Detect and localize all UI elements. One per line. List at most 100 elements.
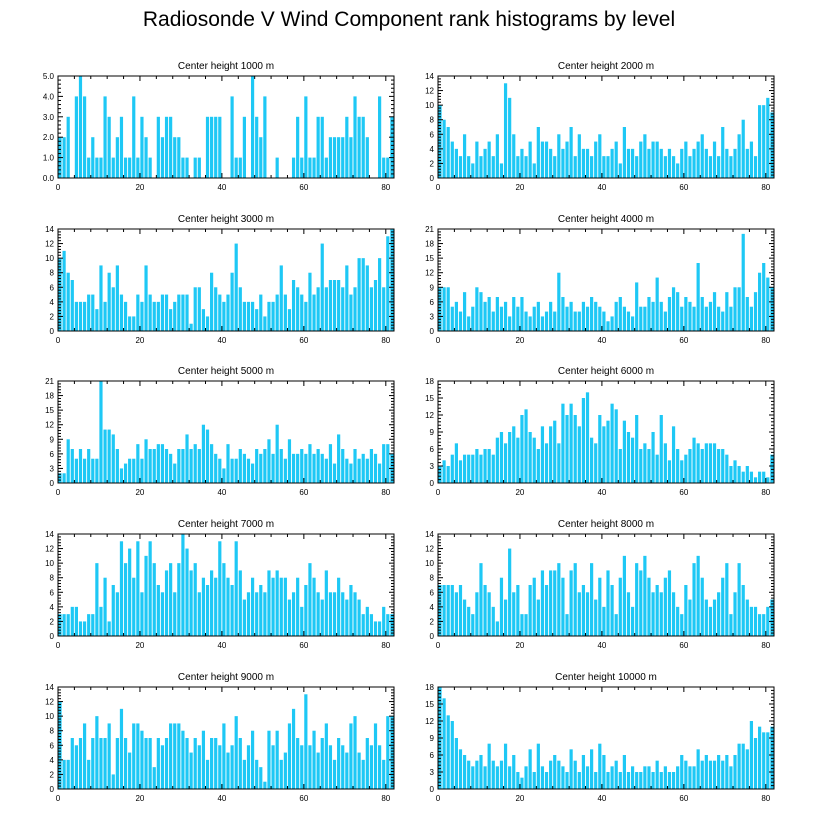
bar	[606, 772, 610, 789]
bar	[770, 599, 774, 636]
bar	[729, 614, 733, 636]
bar	[663, 156, 667, 178]
x-tick-label: 0	[436, 641, 441, 650]
bar	[749, 141, 754, 178]
bar	[651, 592, 655, 636]
bar	[349, 294, 353, 331]
bar	[569, 127, 573, 178]
bar	[320, 738, 324, 789]
bar	[721, 449, 725, 483]
bar	[66, 116, 70, 178]
x-tick-label: 40	[217, 183, 226, 192]
bar	[696, 555, 700, 636]
bar	[590, 156, 594, 178]
bar	[647, 577, 651, 636]
bar	[639, 449, 643, 483]
bar	[341, 745, 345, 789]
bar	[749, 306, 754, 331]
bar	[185, 294, 189, 331]
histogram-panel: Center height 3000 m 0 2 4 6 8 10 12 14 0 20 40 60 80	[45, 214, 395, 345]
bar	[242, 116, 246, 178]
bar	[234, 243, 238, 331]
bar	[132, 316, 136, 331]
y-tick-label: 2	[50, 617, 55, 626]
bar	[565, 415, 569, 483]
bar	[87, 157, 91, 178]
bar	[214, 287, 218, 331]
bar	[569, 570, 573, 636]
bar	[725, 454, 729, 483]
bar	[62, 250, 66, 331]
bar	[74, 458, 78, 483]
bar	[700, 134, 704, 178]
bar	[361, 759, 365, 789]
bar	[242, 453, 246, 483]
bar	[66, 439, 70, 483]
bar	[438, 287, 442, 331]
bar	[226, 294, 230, 331]
y-tick-label: 2	[50, 312, 55, 321]
bar	[189, 752, 193, 789]
bar	[549, 760, 553, 789]
x-tick-label: 40	[217, 336, 226, 345]
y-tick-label: 0	[430, 479, 435, 488]
bar	[630, 437, 635, 483]
bar	[512, 297, 516, 331]
bar	[618, 163, 622, 178]
bar	[450, 585, 454, 636]
bar	[639, 570, 643, 636]
bar	[205, 316, 210, 331]
bar	[357, 258, 361, 331]
bar	[770, 454, 774, 483]
bar	[115, 592, 119, 636]
histogram-panel: Center height 7000 m 0 2 4 6 8 10 12 14 0 20 40 60 80	[45, 519, 395, 650]
bar	[164, 738, 169, 789]
y-tick-label: 2	[50, 770, 55, 779]
bar	[450, 721, 454, 789]
bar	[234, 541, 238, 636]
bar	[594, 772, 598, 789]
bar	[345, 752, 349, 789]
bar	[140, 116, 144, 178]
bar	[58, 473, 62, 483]
bar	[741, 585, 745, 636]
y-tick-label: 18	[425, 377, 434, 386]
panel-title: Center height 7000 m	[178, 519, 274, 530]
bar	[144, 439, 148, 483]
bar	[312, 157, 316, 178]
bar	[296, 453, 300, 483]
plot-frame	[57, 228, 395, 332]
bar	[62, 137, 66, 178]
bar	[177, 137, 181, 178]
bar	[438, 585, 442, 636]
bar	[353, 96, 357, 178]
bar	[569, 749, 573, 789]
bar	[487, 449, 491, 483]
x-tick-label: 60	[679, 488, 688, 497]
bar	[573, 415, 577, 483]
bar	[95, 458, 99, 483]
x-tick-label: 20	[135, 641, 144, 650]
bar	[684, 760, 688, 789]
bar	[659, 148, 663, 178]
bar	[553, 311, 557, 331]
bar	[602, 606, 606, 636]
bar	[475, 141, 479, 178]
y-tick-label: 0	[430, 174, 435, 183]
bar	[189, 323, 193, 331]
bar	[78, 738, 83, 789]
bar	[737, 287, 741, 331]
bar	[569, 403, 573, 483]
bar	[390, 116, 394, 178]
x-tick-label: 0	[56, 183, 61, 192]
bar	[549, 148, 553, 178]
bar	[532, 306, 536, 331]
bar	[345, 599, 349, 636]
bar	[635, 772, 639, 789]
bar	[140, 301, 144, 331]
bar	[267, 570, 271, 636]
bar	[688, 599, 692, 636]
bar	[210, 738, 214, 789]
bar	[357, 116, 361, 178]
bar	[349, 463, 353, 483]
